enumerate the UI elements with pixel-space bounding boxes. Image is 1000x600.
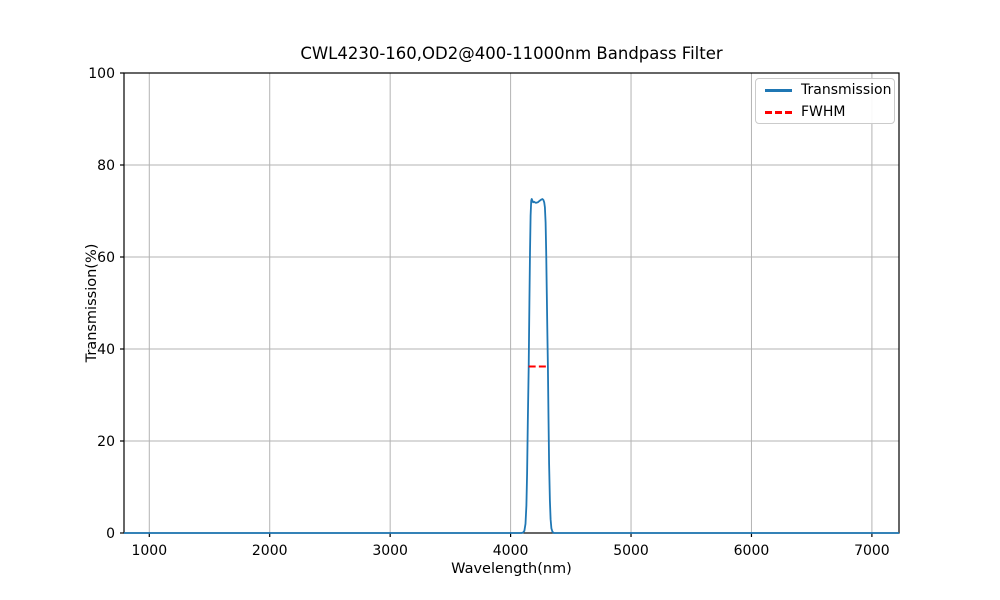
transmission-line-swatch	[765, 88, 792, 92]
axes-spines	[123, 72, 900, 534]
chart-title: CWL4230-160,OD2@400-11000nm Bandpass Fil…	[300, 44, 723, 63]
x-tick-label: 5000	[613, 543, 649, 559]
y-tick-label: 60	[97, 250, 115, 266]
y-tick-label: 80	[97, 158, 115, 174]
x-tick-label: 7000	[854, 543, 890, 559]
legend-item-transmission: Transmission	[765, 82, 891, 98]
x-tick-label: 1000	[131, 543, 167, 559]
x-tick-label: 2000	[252, 543, 288, 559]
x-axis-label: Wavelength(nm)	[451, 561, 572, 577]
y-tick-label: 0	[106, 526, 115, 542]
y-tick-label: 100	[88, 66, 115, 82]
y-tick-label: 20	[97, 434, 115, 450]
x-tick-label: 6000	[734, 543, 770, 559]
transmission-line	[124, 198, 899, 534]
legend: Transmission FWHM	[755, 78, 895, 124]
legend-label-transmission: Transmission	[801, 82, 892, 98]
x-tick-label: 3000	[372, 543, 408, 559]
fwhm-line-swatch	[765, 110, 792, 114]
y-tick-label: 40	[97, 342, 115, 358]
x-tick-label: 4000	[493, 543, 529, 559]
legend-label-fwhm: FWHM	[801, 104, 846, 120]
legend-item-fwhm: FWHM	[765, 104, 885, 120]
